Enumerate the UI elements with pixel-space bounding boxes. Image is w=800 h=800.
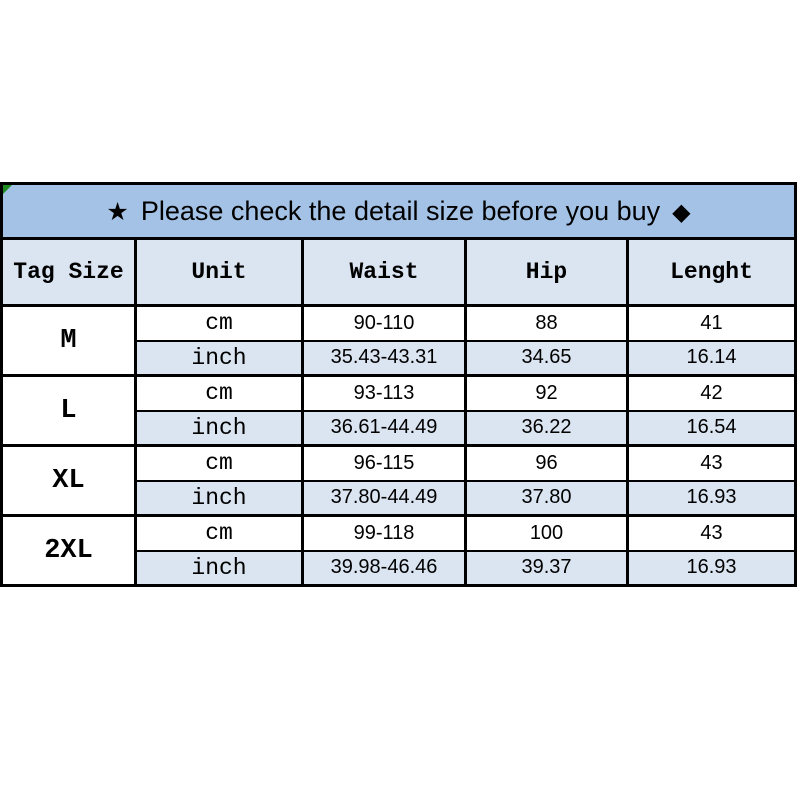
banner: ★ Please check the detail size before you… (0, 182, 798, 240)
length-value: 16.93 (625, 549, 798, 587)
waist-value: 99-118 (301, 514, 467, 552)
size-cell: 2XL (0, 514, 137, 587)
size-cell: XL (0, 444, 137, 517)
table-row: inch 35.43-43.31 34.65 16.14 (2, 339, 798, 377)
unit-cell: inch (134, 409, 304, 447)
unit-cell: cm (134, 304, 304, 342)
table-row: L cm 93-113 92 42 (0, 374, 798, 447)
size-cell: L (0, 374, 137, 447)
banner-text: Please check the detail size before you … (140, 195, 661, 226)
length-value: 42 (625, 374, 798, 412)
length-value: 41 (625, 304, 798, 342)
col-header-lenght: Lenght (625, 237, 798, 307)
length-value: 16.14 (625, 339, 798, 377)
length-value: 16.54 (625, 409, 798, 447)
size-cell: M (0, 304, 137, 377)
waist-value: 90-110 (301, 304, 467, 342)
size-table: ★ Please check the detail size before you… (0, 182, 798, 587)
hip-value: 100 (464, 514, 629, 552)
hip-value: 37.80 (464, 479, 629, 517)
hip-value: 36.22 (464, 409, 629, 447)
waist-value: 36.61-44.49 (301, 409, 467, 447)
table-row: inch 36.61-44.49 36.22 16.54 (2, 409, 798, 447)
unit-cell: cm (134, 514, 304, 552)
hip-value: 34.65 (464, 339, 629, 377)
length-value: 16.93 (625, 479, 798, 517)
table-row: 2XL cm 99-118 100 43 (0, 514, 798, 587)
table-row: inch 39.98-46.46 39.37 16.93 (2, 549, 798, 587)
table-row: M cm 90-110 88 41 (0, 304, 798, 377)
col-header-tag-size: Tag Size (0, 237, 137, 307)
col-header-waist: Waist (301, 237, 467, 307)
unit-cell: inch (134, 549, 304, 587)
col-header-unit: Unit (134, 237, 304, 307)
table-row: inch 37.80-44.49 37.80 16.93 (2, 479, 798, 517)
hip-value: 88 (464, 304, 629, 342)
cell-corner-marker-icon (4, 186, 12, 194)
length-value: 43 (625, 514, 798, 552)
waist-value: 39.98-46.46 (301, 549, 467, 587)
unit-cell: inch (134, 479, 304, 517)
banner-row: ★ Please check the detail size before you… (0, 182, 798, 240)
unit-cell: cm (134, 374, 304, 412)
col-header-hip: Hip (464, 237, 629, 307)
waist-value: 93-113 (301, 374, 467, 412)
hip-value: 92 (464, 374, 629, 412)
unit-cell: cm (134, 444, 304, 482)
waist-value: 96-115 (301, 444, 467, 482)
unit-cell: inch (134, 339, 304, 377)
length-value: 43 (625, 444, 798, 482)
star-icon: ★ (106, 197, 129, 226)
waist-value: 35.43-43.31 (301, 339, 467, 377)
hip-value: 96 (464, 444, 629, 482)
hip-value: 39.37 (464, 549, 629, 587)
header-row: Tag Size Unit Waist Hip Lenght (0, 237, 798, 307)
table-row: XL cm 96-115 96 43 (0, 444, 798, 517)
diamond-icon: ◆ (672, 198, 691, 226)
waist-value: 37.80-44.49 (301, 479, 467, 517)
